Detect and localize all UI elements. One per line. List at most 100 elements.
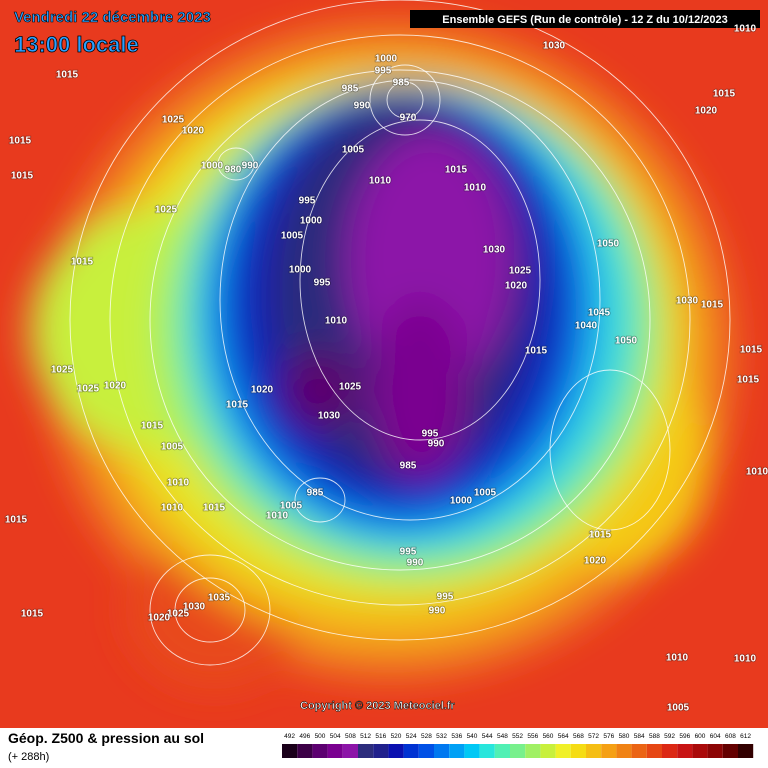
scale-swatch <box>403 744 419 758</box>
scale-label: 584 <box>634 733 645 740</box>
scale-label: 504 <box>330 733 341 740</box>
scale-label: 588 <box>649 733 660 740</box>
pressure-label: 1015 <box>713 89 736 100</box>
pressure-label: 990 <box>428 439 445 450</box>
pressure-label: 1030 <box>483 245 506 256</box>
scale-label: 536 <box>451 733 462 740</box>
scale-label: 492 <box>284 733 295 740</box>
scale-swatch <box>540 744 556 758</box>
pressure-label: 1015 <box>445 165 468 176</box>
pressure-label: 1015 <box>740 345 763 356</box>
scale-label: 600 <box>695 733 706 740</box>
scale-label: 496 <box>299 733 310 740</box>
scale-label: 516 <box>375 733 386 740</box>
pressure-label: 995 <box>422 429 439 440</box>
pressure-label: 1015 <box>11 171 34 182</box>
scale-label: 500 <box>315 733 326 740</box>
scale-swatch <box>738 744 754 758</box>
pressure-label: 1000 <box>450 496 473 507</box>
pressure-label: 1030 <box>676 296 699 307</box>
scale-label: 580 <box>619 733 630 740</box>
pressure-label: 1010 <box>167 478 190 489</box>
color-scale: 492 496 500 504 508 512 516 520 524 528 532 536 540 5… <box>282 733 754 758</box>
scale-label: 564 <box>558 733 569 740</box>
scale-swatch <box>722 744 738 758</box>
pressure-label: 1010 <box>325 316 348 327</box>
pressure-label: 1025 <box>51 365 74 376</box>
scale-label: 608 <box>725 733 736 740</box>
pressure-label: 995 <box>314 278 331 289</box>
scale-label: 604 <box>710 733 721 740</box>
geopotential-field <box>30 20 735 690</box>
pressure-label: 1015 <box>589 530 612 541</box>
local-time: 13:00 locale <box>14 32 139 57</box>
isobars <box>69 0 731 666</box>
footer-title: Géop. Z500 & pression au sol <box>8 730 204 746</box>
pressure-label: 985 <box>342 84 359 95</box>
scale-swatch <box>418 744 434 758</box>
scale-swatch <box>312 744 328 758</box>
scale-swatch <box>692 744 708 758</box>
run-banner <box>410 10 760 28</box>
pressure-label: 990 <box>354 101 371 112</box>
pressure-label: 1015 <box>203 503 226 514</box>
scale-label: 508 <box>345 733 356 740</box>
pressure-label: 995 <box>375 66 392 77</box>
scale-swatch <box>494 744 510 758</box>
scale-swatch <box>646 744 662 758</box>
pressure-label: 1005 <box>474 488 497 499</box>
pressure-label: 1000 <box>289 265 312 276</box>
run-info: Ensemble GEFS (Run de contrôle) - 12 Z d… <box>442 14 727 26</box>
scale-swatch <box>510 744 526 758</box>
pressure-label: 1005 <box>667 703 690 714</box>
pressure-label: 1015 <box>5 515 28 526</box>
pressure-label: 1010 <box>734 654 757 665</box>
pressure-label: 970 <box>400 113 417 124</box>
pressure-label: 1025 <box>339 382 362 393</box>
pressure-label: 1015 <box>71 257 94 268</box>
pressure-label: 1030 <box>318 411 341 422</box>
scale-swatch <box>616 744 632 758</box>
pressure-label: 1010 <box>161 503 184 514</box>
pressure-label: 1020 <box>584 556 607 567</box>
pressure-label: 985 <box>393 78 410 89</box>
scale-swatch <box>342 744 358 758</box>
pressure-label: 1045 <box>588 308 611 319</box>
copyright: Copyright © 2023 Meteociel.fr <box>300 700 456 712</box>
scale-label: 556 <box>527 733 538 740</box>
scale-label: 548 <box>497 733 508 740</box>
scale-swatch <box>570 744 586 758</box>
scale-swatch <box>479 744 495 758</box>
scale-label: 596 <box>679 733 690 740</box>
scale-swatch <box>662 744 678 758</box>
pressure-label: 1035 <box>208 593 231 604</box>
scale-swatch <box>282 744 298 758</box>
pressure-label: 980 <box>225 165 242 176</box>
scale-swatch <box>677 744 693 758</box>
scale-label: 540 <box>467 733 478 740</box>
scale-swatch <box>631 744 647 758</box>
scale-swatch <box>434 744 450 758</box>
pressure-label: 1025 <box>509 266 532 277</box>
pressure-label: 1005 <box>161 442 184 453</box>
pressure-label: 1030 <box>183 602 206 613</box>
scale-swatch <box>707 744 723 758</box>
pressure-label: 1025 <box>167 609 190 620</box>
map <box>0 0 768 728</box>
pressure-label: 1025 <box>77 384 100 395</box>
pressure-label: 1020 <box>148 613 171 624</box>
pressure-label: 1000 <box>201 161 224 172</box>
pressure-label: 990 <box>242 161 259 172</box>
pressure-label: 995 <box>437 592 454 603</box>
scale-swatch <box>327 744 343 758</box>
pressure-label: 1010 <box>666 653 689 664</box>
scale-swatch <box>373 744 389 758</box>
scale-label: 528 <box>421 733 432 740</box>
date-title: Vendredi 22 décembre 2023 <box>14 9 211 26</box>
pressure-label: 995 <box>299 196 316 207</box>
pressure-label: 1005 <box>280 501 303 512</box>
scale-swatch <box>586 744 602 758</box>
scale-swatch <box>449 744 465 758</box>
